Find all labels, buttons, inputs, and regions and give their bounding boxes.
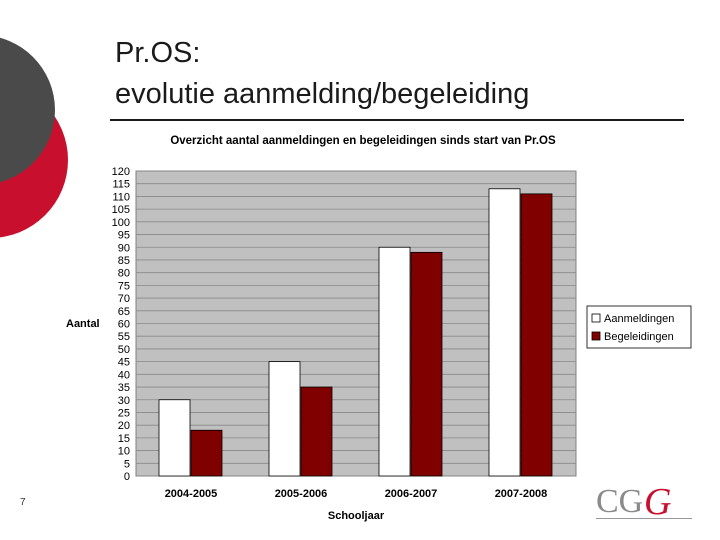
- bar-aanmeldingen: [378, 246, 411, 477]
- bar-begeleidingen: [520, 193, 553, 477]
- y-tick-label: 110: [112, 191, 130, 203]
- y-tick-label: 10: [118, 446, 130, 458]
- x-tick-label: 2006-2007: [385, 488, 438, 500]
- bar-aanmeldingen: [488, 188, 521, 477]
- y-tick-label: 85: [118, 255, 130, 267]
- y-tick-label: 115: [112, 179, 130, 191]
- legend-entry: Begeleidingen: [604, 331, 674, 343]
- x-tick-label: 2005-2006: [275, 488, 328, 500]
- bar-aanmeldingen: [268, 361, 301, 477]
- title-divider: [110, 119, 684, 121]
- bar-begeleidingen: [190, 429, 223, 477]
- y-tick-label: 90: [118, 242, 130, 254]
- x-tick-label: 2007-2008: [495, 488, 548, 500]
- y-tick-label: 35: [118, 382, 130, 394]
- decorative-circles: [0, 37, 68, 238]
- y-tick-label: 40: [118, 369, 130, 381]
- y-tick-label: 105: [112, 204, 130, 216]
- y-tick-label: 25: [118, 407, 130, 419]
- y-tick-label: 55: [118, 331, 130, 343]
- y-tick-label: 80: [118, 268, 130, 280]
- bar-aanmeldingen: [158, 399, 191, 477]
- y-tick-label: 100: [112, 217, 130, 229]
- y-tick-label: 5: [124, 458, 130, 470]
- slide-number: 7: [20, 497, 26, 508]
- y-tick-label: 50: [118, 344, 130, 356]
- bar-begeleidingen: [300, 386, 333, 477]
- slide-title-line1: Pr.OS:: [115, 37, 201, 69]
- y-tick-label: 75: [118, 280, 130, 292]
- legend-box: [586, 305, 692, 349]
- bar-chart: Overzicht aantal aanmeldingen en begelei…: [66, 135, 692, 522]
- bar-begeleidingen: [410, 251, 443, 477]
- cgg-logo: CG G: [596, 481, 692, 523]
- x-tick-label: 2004-2005: [165, 488, 218, 500]
- legend-swatch: [591, 313, 601, 323]
- gray-circle-decoration: [0, 37, 55, 183]
- x-axis-label: Schooljaar: [328, 510, 385, 522]
- y-tick-label: 0: [124, 471, 130, 483]
- y-tick-label: 60: [118, 319, 130, 331]
- legend-entry: Aanmeldingen: [604, 313, 674, 325]
- y-tick-label: 15: [118, 433, 130, 445]
- y-tick-label: 30: [118, 395, 130, 407]
- y-tick-label: 45: [118, 357, 130, 369]
- y-tick-label: 20: [118, 420, 130, 432]
- y-tick-label: 70: [118, 293, 130, 305]
- svg-text:G: G: [644, 481, 671, 523]
- slide-title-line2: evolutie aanmelding/begeleiding: [115, 78, 530, 110]
- chart-title: Overzicht aantal aanmeldingen en begelei…: [170, 135, 556, 147]
- y-tick-label: 65: [118, 306, 130, 318]
- y-tick-label: 95: [118, 230, 130, 242]
- legend-swatch: [591, 331, 601, 341]
- svg-text:CG: CG: [596, 483, 643, 520]
- y-tick-label: 120: [112, 166, 130, 178]
- legend: Aanmeldingen Begeleidingen: [586, 305, 692, 349]
- y-axis-label: Aantal: [66, 318, 100, 330]
